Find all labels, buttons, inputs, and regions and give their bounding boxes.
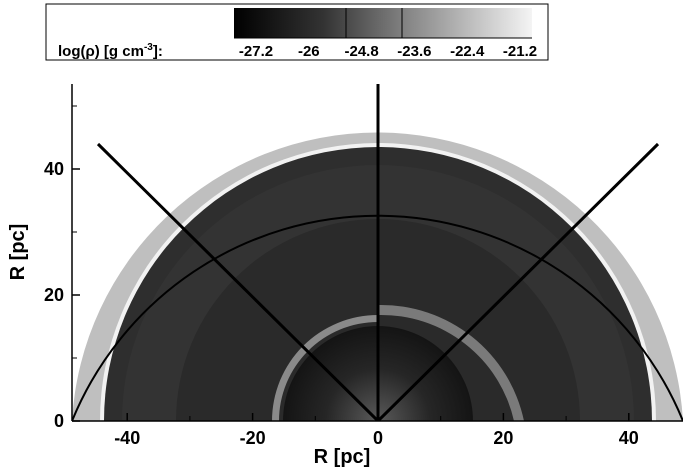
sector-line <box>376 142 660 421</box>
colorbar-legend: log(ρ) [g cm-3]: -27.2 -26 -24.8 -23.6 -22.4… <box>45 3 549 61</box>
unstable-shell-left <box>272 315 378 421</box>
colorbar-tick-label: -22.4 <box>450 43 485 60</box>
y-axis-title: R [pc] <box>7 224 29 281</box>
domain-boundary <box>72 214 683 421</box>
colorbar-title: log(ρ) [g cm-3]: <box>58 42 163 60</box>
y-tick-label: 20 <box>44 285 64 305</box>
colorbar-gradient <box>234 8 532 38</box>
x-tick-label: -40 <box>114 428 140 448</box>
x-tick-label: 40 <box>619 428 639 448</box>
x-tick-label: 20 <box>493 428 513 448</box>
y-tick-label: 0 <box>54 411 64 431</box>
colorbar-tick-label: -27.2 <box>239 43 273 60</box>
plot-area: -40 -20 0 20 40 0 20 40 <box>44 84 683 448</box>
colorbar-tick-label: -23.6 <box>397 43 431 60</box>
y-tick-label: 40 <box>44 159 64 179</box>
x-axis-title: R [pc] <box>314 446 371 468</box>
colorbar-tick-label: -26 <box>298 43 320 60</box>
x-tick-label: 0 <box>373 428 383 448</box>
colorbar-tick-label: -24.8 <box>344 43 378 60</box>
unstable-shell-right <box>378 304 524 421</box>
sector-line <box>96 142 380 421</box>
x-tick-label: -20 <box>240 428 266 448</box>
colorbar-tick-label: -21.2 <box>503 43 537 60</box>
